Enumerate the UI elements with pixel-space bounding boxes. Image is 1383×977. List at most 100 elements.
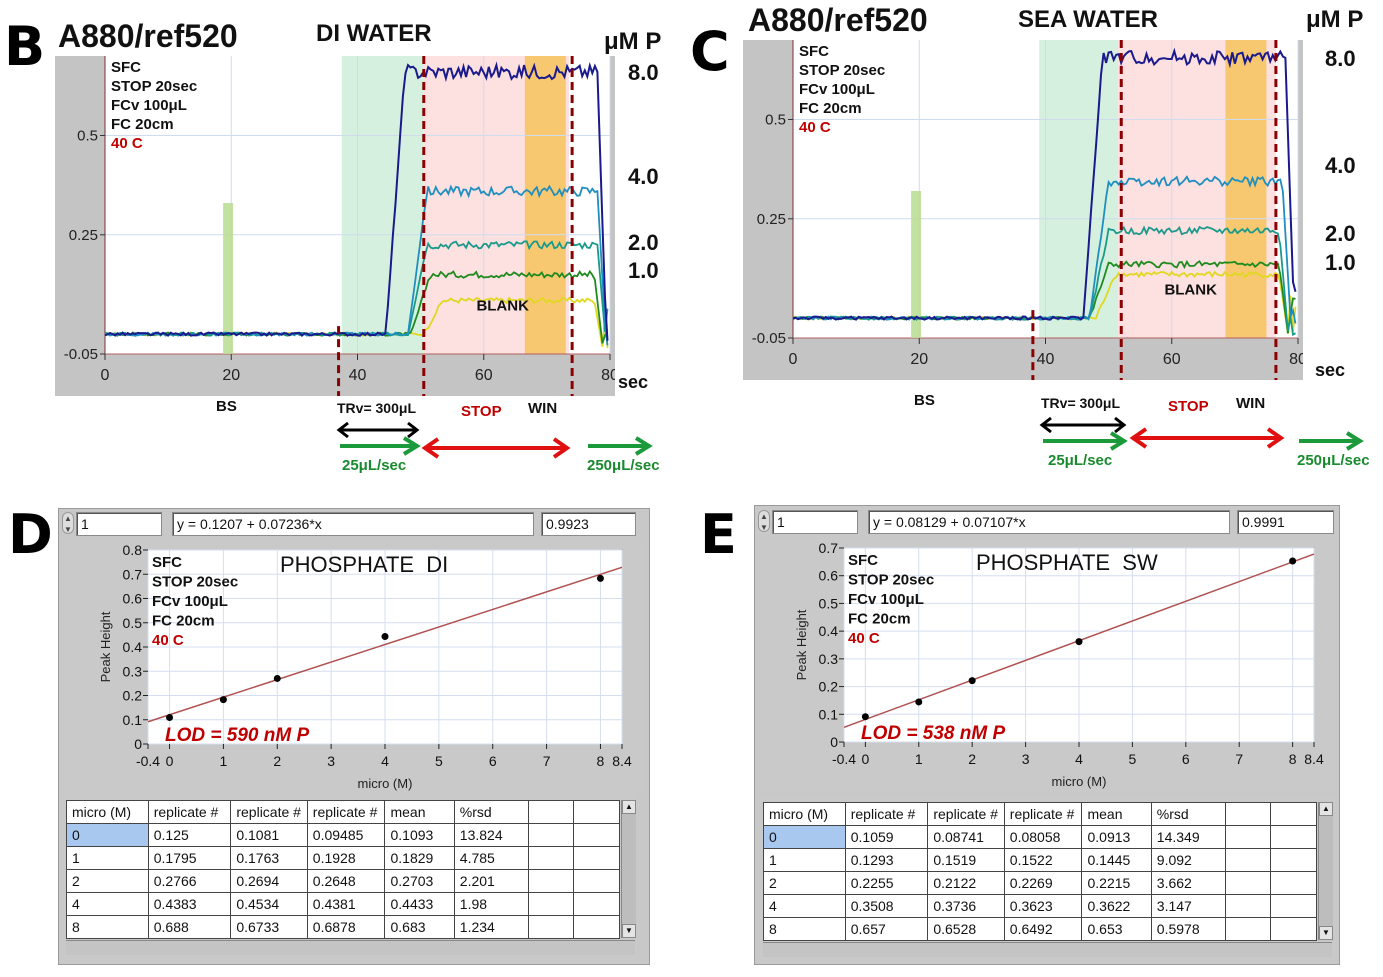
vertical-scrollbar[interactable]: ▲ ▼ — [621, 800, 636, 938]
column-header[interactable]: micro (M) — [763, 802, 846, 826]
table-cell[interactable]: 4 — [763, 894, 846, 918]
r-value-field[interactable]: 0.9923 — [541, 512, 636, 536]
column-header[interactable]: replicate # — [147, 800, 232, 824]
index-field[interactable]: 1 — [772, 510, 858, 534]
column-header[interactable]: micro (M) — [66, 800, 149, 824]
table-cell[interactable]: 2 — [66, 869, 149, 893]
table-cell[interactable] — [1270, 848, 1317, 872]
table-cell[interactable]: 0.2766 — [147, 869, 232, 893]
table-cell[interactable]: 0.6878 — [306, 915, 386, 939]
horizontal-scrollbar[interactable] — [763, 942, 1332, 957]
table-cell[interactable]: 0.653 — [1081, 917, 1152, 941]
column-header[interactable] — [1270, 802, 1317, 826]
table-cell[interactable]: 0.1763 — [230, 846, 308, 870]
horizontal-scrollbar[interactable] — [66, 940, 635, 955]
table-cell[interactable] — [528, 823, 575, 847]
table-cell[interactable]: 0.09485 — [306, 823, 386, 847]
table-cell[interactable]: 0.1081 — [230, 823, 308, 847]
table-cell[interactable] — [1225, 894, 1272, 918]
column-header[interactable]: %rsd — [1150, 802, 1227, 826]
table-cell[interactable]: 0.1445 — [1081, 848, 1152, 872]
table-cell[interactable]: 8 — [763, 917, 846, 941]
table-cell[interactable]: 0.2122 — [927, 871, 1005, 895]
table-cell[interactable]: 1 — [66, 846, 149, 870]
column-header[interactable]: replicate # — [844, 802, 929, 826]
table-cell[interactable]: 0.0913 — [1081, 825, 1152, 849]
table-cell[interactable] — [573, 846, 620, 870]
equation-field[interactable]: y = 0.08129 + 0.07107*x — [868, 510, 1230, 534]
table-cell[interactable] — [1225, 848, 1272, 872]
table-cell[interactable]: 0.2255 — [844, 871, 929, 895]
table-cell[interactable]: 0.1293 — [844, 848, 929, 872]
table-cell[interactable]: 0.4383 — [147, 892, 232, 916]
column-header[interactable]: mean — [384, 800, 455, 824]
table-cell[interactable]: 0.6528 — [927, 917, 1005, 941]
table-cell[interactable]: 0.1928 — [306, 846, 386, 870]
table-cell[interactable]: 1.98 — [453, 892, 530, 916]
table-cell[interactable]: 0.1522 — [1003, 848, 1083, 872]
table-cell[interactable]: 9.092 — [1150, 848, 1227, 872]
column-header[interactable] — [528, 800, 575, 824]
scroll-down-button[interactable]: ▼ — [622, 924, 636, 938]
table-cell[interactable]: 0.6492 — [1003, 917, 1083, 941]
table-cell[interactable] — [1225, 917, 1272, 941]
table-cell[interactable]: 0.3508 — [844, 894, 929, 918]
table-cell[interactable]: 0.657 — [844, 917, 929, 941]
table-cell[interactable]: 8 — [66, 915, 149, 939]
scroll-down-button[interactable]: ▼ — [1319, 926, 1333, 940]
table-cell[interactable]: 14.349 — [1150, 825, 1227, 849]
table-cell[interactable]: 0.1093 — [384, 823, 455, 847]
table-cell[interactable]: 0.125 — [147, 823, 232, 847]
table-cell[interactable]: 0.2215 — [1081, 871, 1152, 895]
table-cell[interactable] — [528, 846, 575, 870]
column-header[interactable]: replicate # — [927, 802, 1005, 826]
table-cell[interactable] — [528, 915, 575, 939]
table-cell[interactable]: 0.08741 — [927, 825, 1005, 849]
table-cell[interactable]: 2.201 — [453, 869, 530, 893]
table-cell[interactable]: 0 — [763, 825, 846, 849]
index-spinner[interactable]: ▲ ▼ — [62, 512, 74, 534]
column-header[interactable] — [1225, 802, 1272, 826]
table-cell[interactable]: 0.3622 — [1081, 894, 1152, 918]
table-cell[interactable] — [1270, 894, 1317, 918]
table-cell[interactable]: 0.688 — [147, 915, 232, 939]
table-cell[interactable]: 4 — [66, 892, 149, 916]
scroll-up-button[interactable]: ▲ — [622, 800, 636, 814]
table-cell[interactable]: 0.2694 — [230, 869, 308, 893]
table-cell[interactable] — [1270, 871, 1317, 895]
table-cell[interactable]: 0.1795 — [147, 846, 232, 870]
table-cell[interactable] — [1225, 871, 1272, 895]
table-cell[interactable]: 0.1519 — [927, 848, 1005, 872]
table-cell[interactable] — [573, 823, 620, 847]
column-header[interactable]: replicate # — [1003, 802, 1083, 826]
table-cell[interactable] — [573, 892, 620, 916]
table-cell[interactable] — [1225, 825, 1272, 849]
index-spinner[interactable]: ▲ ▼ — [758, 510, 770, 532]
table-cell[interactable]: 0.4381 — [306, 892, 386, 916]
table-cell[interactable]: 0.3736 — [927, 894, 1005, 918]
table-cell[interactable]: 4.785 — [453, 846, 530, 870]
table-cell[interactable]: 0.683 — [384, 915, 455, 939]
table-cell[interactable]: 3.662 — [1150, 871, 1227, 895]
table-cell[interactable] — [1270, 825, 1317, 849]
column-header[interactable] — [573, 800, 620, 824]
table-cell[interactable]: 0.3623 — [1003, 894, 1083, 918]
table-cell[interactable] — [528, 892, 575, 916]
table-cell[interactable]: 0.1059 — [844, 825, 929, 849]
table-cell[interactable]: 0.2269 — [1003, 871, 1083, 895]
table-cell[interactable]: 0.08058 — [1003, 825, 1083, 849]
table-cell[interactable]: 0.6733 — [230, 915, 308, 939]
table-cell[interactable] — [1270, 917, 1317, 941]
vertical-scrollbar[interactable]: ▲ ▼ — [1318, 802, 1333, 940]
table-cell[interactable]: 0 — [66, 823, 149, 847]
table-cell[interactable]: 0.1829 — [384, 846, 455, 870]
column-header[interactable]: replicate # — [230, 800, 308, 824]
table-cell[interactable]: 0.2703 — [384, 869, 455, 893]
table-cell[interactable] — [573, 915, 620, 939]
column-header[interactable]: mean — [1081, 802, 1152, 826]
table-cell[interactable]: 2 — [763, 871, 846, 895]
r-value-field[interactable]: 0.9991 — [1237, 510, 1334, 534]
table-cell[interactable]: 13.824 — [453, 823, 530, 847]
table-cell[interactable]: 0.5978 — [1150, 917, 1227, 941]
table-cell[interactable] — [573, 869, 620, 893]
